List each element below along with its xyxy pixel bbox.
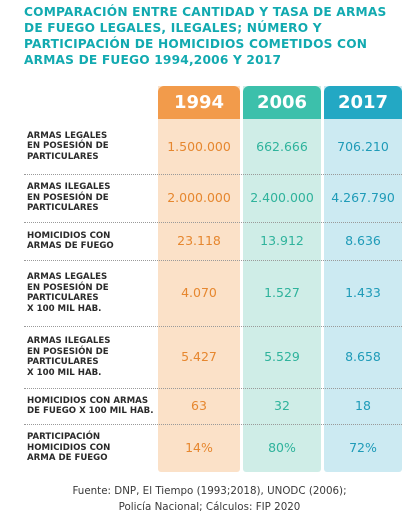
column-1994-background (158, 86, 240, 472)
table-cell: 4.267.790 (331, 190, 395, 205)
row-label-line: PARTICULARES (27, 203, 99, 214)
row-label-line: PARTICULARES (27, 357, 99, 367)
row-label-line: HOMICIDIOS CON ARMAS (27, 395, 149, 406)
row-label-line: EN POSESIÓN DE (27, 192, 109, 203)
column-2006-background (243, 86, 321, 472)
row-label-line: PARTICULARES (27, 151, 99, 162)
row-label-line: ARMAS ILEGALES (27, 336, 111, 346)
table-cell: 32 (274, 398, 290, 413)
table-cell: 8.636 (345, 233, 381, 248)
row-label-line: PARTICIPACIÓN (27, 432, 101, 443)
row-separator (24, 222, 402, 223)
row-separator (24, 388, 402, 389)
column-2017-background (324, 86, 402, 472)
row-separator (24, 260, 402, 261)
table-cell: 1.433 (345, 285, 381, 300)
row-label-line: ARMAS LEGALES (27, 130, 108, 141)
row-label-line: ARMA DE FUEGO (27, 453, 108, 464)
table-cell: 14% (185, 440, 213, 455)
table-cell: 662.666 (256, 138, 308, 154)
column-header-1994: 1994 (158, 86, 240, 119)
table-cell: 23.118 (177, 233, 221, 248)
table-cell: 5.427 (181, 349, 217, 364)
table-cell: 18 (355, 398, 371, 413)
row-label: HOMICIDIOS CON ARMAS DE FUEGO (27, 231, 155, 252)
column-header-2006: 2006 (243, 86, 321, 119)
row-label-line: HOMICIDIOS CON (27, 230, 111, 241)
column-header-2017: 2017 (324, 86, 402, 119)
table-cell: 2.000.000 (167, 190, 231, 205)
row-label-line: X 100 MIL HAB. (27, 367, 102, 378)
row-label: ARMAS ILEGALES EN POSESIÓN DE PARTICULARES (27, 182, 155, 214)
table-cell: 13.912 (260, 233, 304, 248)
table-cell: 1.500.000 (167, 138, 231, 154)
row-label: ARMAS LEGALES EN POSESIÓN DE PARTICULARES (27, 131, 155, 163)
row-label-line: EN POSESIÓN DE (27, 141, 109, 152)
source-line: Policía Nacional; Cálculos: FIP 2020 (118, 501, 301, 513)
source-note: Fuente: DNP, El Tiempo (1993;2018), UNOD… (0, 483, 419, 515)
row-separator (24, 174, 402, 175)
row-label-line: DE FUEGO X 100 MIL HAB. (27, 406, 154, 416)
row-separator (24, 424, 402, 425)
table-cell: 2.400.000 (250, 190, 314, 205)
row-label: ARMAS LEGALES EN POSESIÓN DE PARTICULARES X… (27, 272, 155, 314)
row-label-line: PARTICULARES (27, 293, 99, 303)
source-line: Fuente: DNP, El Tiempo (1993;2018), UNOD… (72, 485, 347, 497)
table-cell: 8.658 (345, 349, 381, 364)
table-cell: 63 (191, 398, 207, 413)
table-cell: 706.210 (337, 138, 389, 154)
table-cell: 5.529 (264, 349, 300, 364)
table-cell: 80% (268, 440, 296, 455)
row-label-line: EN POSESIÓN DE (27, 282, 109, 293)
row-label: HOMICIDIOS CON ARMAS DE FUEGO X 100 MIL H… (27, 396, 155, 417)
table-cell: 4.070 (181, 285, 217, 300)
row-separator (24, 326, 402, 327)
row-label-line: ARMAS DE FUEGO (27, 241, 114, 251)
row-label-line: HOMICIDIOS CON (27, 442, 111, 453)
row-label-line: EN POSESIÓN DE (27, 346, 109, 357)
row-label: ARMAS ILEGALES EN POSESIÓN DE PARTICULARES… (27, 336, 155, 378)
chart-title: COMPARACIÓN ENTRE CANTIDAD Y TASA DE ARM… (24, 5, 387, 67)
row-label: PARTICIPACIÓN HOMICIDIOS CON ARMA DE FUEGO (27, 432, 155, 464)
row-label-line: ARMAS LEGALES (27, 272, 108, 282)
row-label-line: ARMAS ILEGALES (27, 182, 111, 193)
table-cell: 1.527 (264, 285, 300, 300)
row-label-line: X 100 MIL HAB. (27, 303, 102, 314)
table-cell: 72% (349, 440, 377, 455)
